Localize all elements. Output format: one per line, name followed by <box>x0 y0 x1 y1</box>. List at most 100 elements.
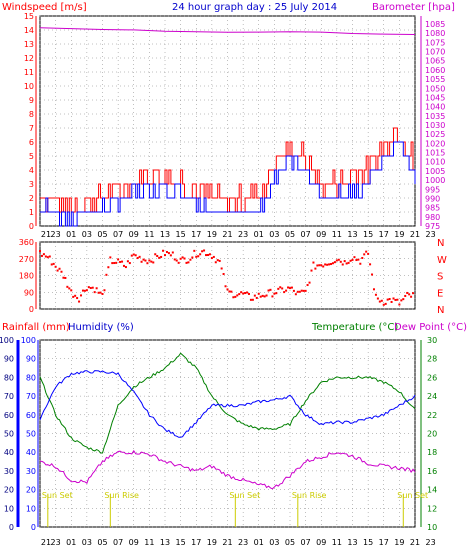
temperature-tick: 16 <box>427 467 437 476</box>
humidity-tick: 90 <box>26 355 36 364</box>
direction-point <box>396 298 399 301</box>
temperature-label: Temperature (°C) <box>311 322 398 333</box>
direction-point <box>109 256 112 259</box>
direction-point <box>259 295 262 298</box>
direction-point <box>44 255 47 258</box>
humidity-tick: 40 <box>26 448 36 457</box>
direction-point <box>199 253 202 256</box>
direction-point <box>402 298 405 301</box>
direction-point <box>302 289 305 292</box>
rainfall-tick: 0 <box>9 523 14 532</box>
direction-tick: 180 <box>19 272 34 281</box>
direction-point <box>294 293 297 296</box>
rainfall-tick: 50 <box>4 430 14 439</box>
direction-point <box>62 276 65 279</box>
hour-label: 05 <box>285 230 295 239</box>
direction-point <box>158 256 161 259</box>
direction-point <box>121 260 124 263</box>
direction-point <box>134 254 137 257</box>
hour-label: 01 <box>66 538 76 547</box>
direction-point <box>333 261 336 264</box>
direction-point <box>187 261 190 264</box>
sun-label: Sun Rise <box>292 491 327 500</box>
direction-point <box>394 298 397 301</box>
direction-point <box>201 250 204 253</box>
hour-label: 03 <box>82 538 92 547</box>
direction-point <box>128 262 131 265</box>
direction-point <box>390 300 393 303</box>
direction-point <box>320 264 323 267</box>
direction-point <box>60 270 63 273</box>
direction-point <box>210 257 213 260</box>
hour-label: 21 <box>410 230 420 239</box>
temperature-tick: 22 <box>427 411 437 420</box>
humidity-tick: 50 <box>26 430 36 439</box>
direction-point <box>312 261 315 264</box>
hour-label: 11 <box>332 230 342 239</box>
compass-label: S <box>437 272 443 283</box>
direction-point <box>105 273 108 276</box>
direction-point <box>136 257 139 260</box>
barometer-tick: 1025 <box>425 130 445 139</box>
direction-point <box>226 288 229 291</box>
direction-point <box>343 260 346 263</box>
direction-point <box>146 262 149 265</box>
direction-point <box>349 259 352 262</box>
direction-point <box>111 262 114 265</box>
direction-point <box>257 292 260 295</box>
dewpoint-line <box>39 449 416 490</box>
direction-point <box>335 259 338 262</box>
temperature-tick: 18 <box>427 448 437 457</box>
hour-label: 09 <box>316 230 326 239</box>
direction-point <box>91 286 94 289</box>
hour-label: 19 <box>394 230 404 239</box>
direction-point <box>171 251 174 254</box>
direction-point <box>322 265 325 268</box>
humidity-line <box>39 370 416 438</box>
direction-point <box>238 293 241 296</box>
direction-point <box>222 273 225 276</box>
direction-point <box>269 288 272 291</box>
direction-point <box>167 252 170 255</box>
direction-point <box>359 262 362 265</box>
hour-label: 13 <box>347 538 357 547</box>
humidity-tick: 0 <box>31 523 36 532</box>
windspeed-tick: 0 <box>29 222 34 231</box>
direction-point <box>70 289 73 292</box>
direction-point <box>93 291 96 294</box>
barometer-tick: 1035 <box>425 112 445 121</box>
direction-point <box>361 256 364 259</box>
direction-point <box>48 255 51 258</box>
barometer-tick: 1080 <box>425 29 445 38</box>
direction-tick: 360 <box>19 238 34 247</box>
hour-label: 07 <box>301 538 311 547</box>
windspeed-tick: 1 <box>29 208 34 217</box>
direction-point <box>64 276 67 279</box>
sun-label: Sun Set <box>42 491 73 500</box>
direction-point <box>261 294 264 297</box>
barometer-tick: 980 <box>425 213 440 222</box>
direction-point <box>289 287 291 290</box>
hour-label: 01 <box>254 230 264 239</box>
direction-point <box>367 252 370 255</box>
direction-point <box>124 266 127 269</box>
direction-point <box>388 298 391 301</box>
hour-label: 17 <box>191 230 201 239</box>
windspeed-tick: 13 <box>24 40 34 49</box>
barometer-tick: 1020 <box>425 139 445 148</box>
direction-point <box>95 287 98 290</box>
direction-point <box>197 255 200 258</box>
hour-label: 23 <box>426 538 436 547</box>
direction-point <box>353 256 356 259</box>
humidity-tick: 60 <box>26 411 36 420</box>
hour-label: 15 <box>176 538 186 547</box>
hour-label: 07 <box>113 538 123 547</box>
direction-point <box>357 258 360 261</box>
direction-point <box>271 295 274 298</box>
direction-point <box>246 291 249 294</box>
hour-label: 03 <box>269 538 279 547</box>
hour-label: 11 <box>144 538 154 547</box>
hour-label: 13 <box>160 538 170 547</box>
hour-label: 01 <box>254 538 264 547</box>
direction-point <box>371 273 374 276</box>
